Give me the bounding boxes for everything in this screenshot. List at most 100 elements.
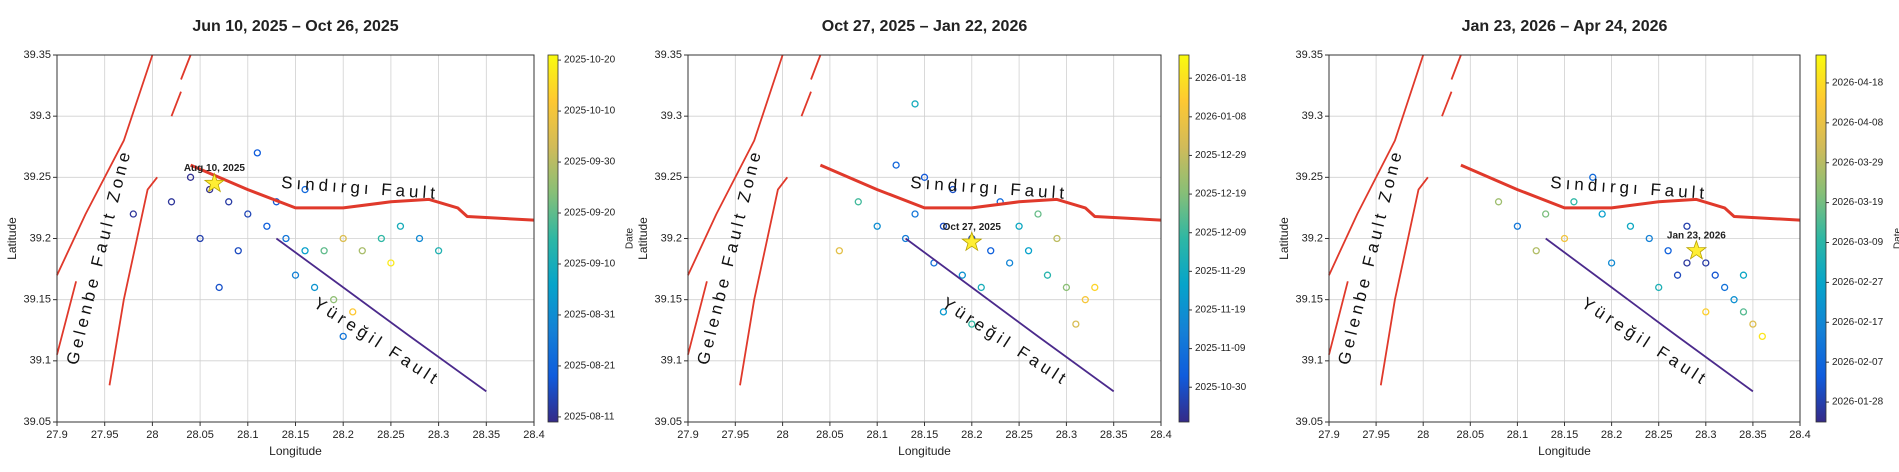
colorbar — [547, 54, 559, 423]
colorbar-tick-label: 2025-08-11 — [564, 412, 615, 423]
event-point — [1655, 283, 1663, 292]
mainshock-label: Jan 23, 2026 — [1667, 230, 1726, 241]
y-tick-label: 39.35 — [654, 49, 682, 61]
x-tick-label: 28.25 — [377, 429, 405, 441]
event-point — [1513, 222, 1522, 230]
y-tick-label: 39.35 — [23, 49, 51, 61]
event-point — [1542, 210, 1550, 218]
chart-title: Jan 23, 2026 – Apr 24, 2026 — [1462, 18, 1668, 35]
x-tick-label: 28.1 — [866, 429, 887, 441]
event-point — [892, 161, 900, 169]
event-point — [949, 185, 957, 194]
y-tick-label: 39.15 — [23, 294, 51, 306]
event-point — [1749, 320, 1757, 328]
event-point — [263, 222, 271, 230]
mainshock-star — [1685, 239, 1708, 260]
x-tick-label: 28.35 — [473, 429, 501, 441]
x-tick-label: 28.15 — [911, 429, 939, 441]
event-point — [939, 222, 948, 230]
colorbar-tick-label: 2025-09-10 — [564, 259, 616, 270]
colorbar-tick-label: 2026-01-28 — [1832, 397, 1884, 408]
event-point — [1730, 296, 1738, 304]
x-tick-label: 28 — [776, 429, 788, 441]
event-point — [1091, 283, 1099, 292]
x-tick-label: 28.35 — [1100, 429, 1128, 441]
event-point — [1702, 308, 1710, 316]
event-point — [901, 234, 910, 243]
colorbar-tick-label: 2026-02-17 — [1832, 317, 1884, 328]
event-point — [1494, 198, 1503, 206]
event-point — [1645, 234, 1653, 243]
event-point — [244, 210, 252, 218]
colorbar-tick-label: 2025-08-31 — [564, 310, 616, 321]
colorbar-tick-label: 2026-03-19 — [1832, 197, 1884, 208]
x-axis-label: Longitude — [269, 444, 322, 458]
x-tick-label: 28.3 — [428, 429, 449, 441]
event-point — [215, 283, 223, 292]
event-point — [1589, 173, 1597, 181]
x-tick-label: 28.05 — [1457, 429, 1485, 441]
panel: Jan 23, 2026 – Apr 24, 2026 27.9 27.95 28 28… — [1277, 18, 1899, 458]
event-point — [301, 247, 309, 255]
colorbar — [1178, 54, 1190, 423]
plot-frame — [56, 54, 535, 423]
event-point — [291, 271, 300, 279]
y-axis-label: Latitude — [5, 217, 19, 260]
x-tick-label: 28.25 — [1005, 429, 1033, 441]
x-tick-label: 28.35 — [1739, 429, 1767, 441]
event-point — [129, 210, 137, 218]
event-point — [854, 198, 862, 206]
y-tick-label: 39.25 — [654, 171, 682, 183]
y-tick-label: 39.3 — [1302, 110, 1323, 122]
fault-line — [1328, 54, 1462, 386]
event-point — [1598, 210, 1606, 218]
event-point — [1043, 271, 1052, 279]
colorbar-tick-label: 2025-12-09 — [1195, 227, 1247, 238]
fault-line — [1460, 163, 1801, 222]
event-point — [339, 332, 347, 341]
event-point — [387, 259, 395, 267]
x-tick-label: 28 — [1417, 429, 1429, 441]
y-tick-label: 39.15 — [654, 294, 682, 306]
y-tick-label: 39.05 — [23, 416, 51, 428]
colorbar-tick-label: 2025-10-20 — [564, 55, 616, 66]
event-point — [873, 222, 881, 230]
x-tick-label: 28.15 — [1551, 429, 1579, 441]
x-tick-label: 28.4 — [1150, 429, 1171, 441]
event-point — [196, 234, 204, 243]
mainshock-star — [961, 231, 983, 252]
fault-line — [275, 237, 487, 393]
x-tick-label: 28.2 — [332, 429, 353, 441]
x-tick-label: 27.9 — [1318, 429, 1339, 441]
x-tick-label: 27.95 — [91, 429, 119, 441]
event-point — [1062, 283, 1071, 292]
x-tick-label: 28.1 — [1507, 429, 1528, 441]
colorbar-tick-label: 2026-04-08 — [1832, 117, 1884, 128]
event-point — [977, 283, 985, 292]
fault-line — [190, 163, 535, 222]
event-point — [1626, 222, 1635, 230]
fault-line — [687, 54, 822, 386]
x-tick-label: 28.2 — [1601, 429, 1622, 441]
colorbar-tick-label: 2025-12-19 — [1195, 189, 1247, 200]
event-point — [1664, 247, 1672, 255]
y-tick-label: 39.3 — [30, 110, 51, 122]
colorbar-tick-label: 2025-11-19 — [1195, 305, 1246, 316]
event-point — [835, 247, 844, 255]
event-point — [987, 247, 995, 255]
event-point — [396, 222, 405, 230]
event-point — [1720, 283, 1729, 292]
event-point — [1053, 234, 1061, 243]
mainshock-label: Oct 27, 2025 — [943, 222, 1002, 233]
x-tick-label: 28.15 — [282, 429, 310, 441]
event-point — [1081, 296, 1089, 304]
y-axis-label: Latitude — [1277, 217, 1291, 260]
plot-frame — [1328, 54, 1801, 423]
fault-line — [819, 163, 1162, 222]
x-tick-label: 28.05 — [186, 429, 214, 441]
colorbar-tick-label: 2026-01-08 — [1195, 111, 1247, 122]
event-point — [939, 308, 948, 316]
x-tick-label: 28.2 — [961, 429, 982, 441]
y-tick-label: 39.2 — [1302, 232, 1323, 244]
x-tick-label: 27.95 — [722, 429, 750, 441]
